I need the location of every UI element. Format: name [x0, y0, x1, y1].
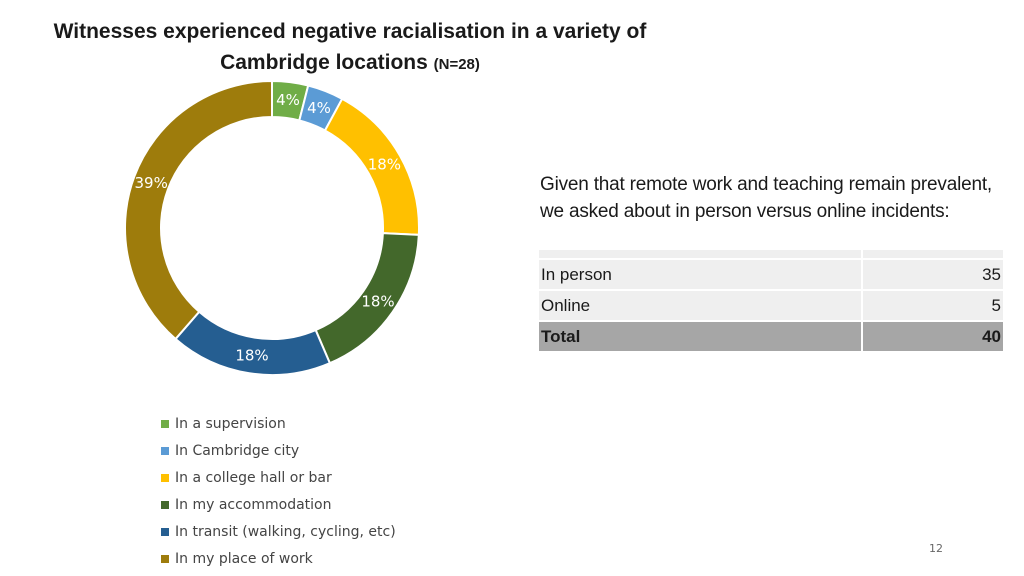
chart-title-line1: Witnesses experienced negative racialisa… — [53, 20, 647, 43]
note-line2: we asked about in person versus online i… — [540, 201, 950, 222]
legend-label: In my accommodation — [175, 496, 332, 513]
legend-swatch — [161, 473, 169, 482]
chart-legend: In a supervision In Cambridge city In a … — [161, 410, 396, 572]
donut-data-label: 18% — [368, 156, 401, 174]
legend-swatch — [161, 527, 169, 536]
legend-swatch — [161, 554, 169, 563]
legend-swatch — [161, 419, 169, 428]
donut-data-label: 18% — [235, 346, 268, 364]
legend-label: In a college hall or bar — [175, 469, 332, 486]
legend-swatch — [161, 500, 169, 509]
sample-size-label: (N=28) — [433, 56, 480, 73]
note-line1: Given that remote work and teaching rema… — [540, 174, 992, 195]
page-number: 12 — [929, 542, 943, 555]
table-cell-label: Online — [539, 291, 863, 322]
donut-slice — [174, 310, 332, 376]
table-row-online: Online 5 — [539, 291, 1003, 322]
table-row-total: Total 40 — [539, 322, 1003, 353]
donut-data-label: 39% — [135, 174, 168, 192]
legend-item: In my place of work — [161, 545, 396, 572]
legend-item: In a college hall or bar — [161, 464, 396, 491]
legend-item: In transit (walking, cycling, etc) — [161, 518, 396, 545]
table-row-in-person: In person 35 — [539, 260, 1003, 291]
legend-label: In my place of work — [175, 550, 313, 567]
legend-label: In a supervision — [175, 415, 286, 432]
chart-title-location: Cambridge locations — [220, 51, 428, 74]
table-spacer-row — [539, 250, 1003, 260]
table-cell-total-value: 40 — [863, 322, 1003, 353]
table-cell-total-label: Total — [539, 322, 863, 353]
legend-item: In Cambridge city — [161, 437, 396, 464]
donut-chart: 4% 4% 18% 18% 18% 39% — [124, 79, 420, 376]
donut-data-label: 4% — [307, 99, 331, 117]
donut-slice — [124, 79, 273, 341]
legend-label: In transit (walking, cycling, etc) — [175, 523, 396, 540]
chart-title-line2: Cambridge locations (N=28) — [10, 47, 690, 80]
legend-item: In a supervision — [161, 410, 396, 437]
donut-data-label: 18% — [361, 293, 394, 311]
table-cell-value: 35 — [863, 260, 1003, 291]
table-cell-label: In person — [539, 260, 863, 291]
incident-type-table: In person 35 Online 5 Total 40 — [539, 250, 1003, 353]
legend-swatch — [161, 446, 169, 455]
legend-label: In Cambridge city — [175, 442, 300, 459]
legend-item: In my accommodation — [161, 491, 396, 518]
remote-work-note: Given that remote work and teaching rema… — [540, 171, 1020, 225]
table-cell-value: 5 — [863, 291, 1003, 322]
donut-data-label: 4% — [276, 91, 300, 109]
chart-title: Witnesses experienced negative racialisa… — [10, 16, 690, 80]
